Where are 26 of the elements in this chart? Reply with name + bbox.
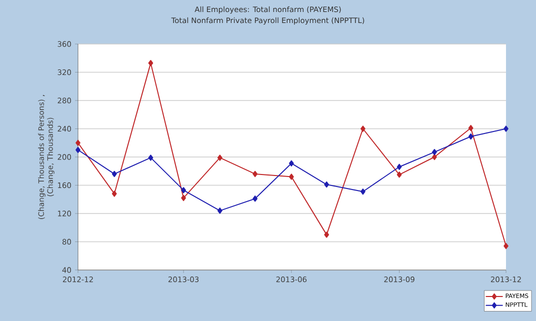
point xyxy=(396,172,402,178)
point xyxy=(181,187,186,194)
point xyxy=(468,124,474,132)
point xyxy=(252,170,258,178)
point xyxy=(504,126,508,132)
point xyxy=(324,181,330,188)
point xyxy=(396,164,402,170)
point xyxy=(148,60,154,66)
point xyxy=(252,196,258,202)
point xyxy=(217,208,222,214)
point xyxy=(148,154,154,161)
point xyxy=(76,140,80,146)
point xyxy=(217,154,222,161)
point xyxy=(504,242,508,250)
point xyxy=(468,133,474,140)
point xyxy=(112,170,117,178)
point xyxy=(288,174,294,180)
point xyxy=(432,148,437,156)
point xyxy=(112,190,117,197)
point xyxy=(181,194,186,202)
point xyxy=(360,126,366,132)
point xyxy=(324,232,330,238)
point xyxy=(288,160,294,166)
point xyxy=(76,146,80,154)
point xyxy=(360,188,366,195)
point xyxy=(432,154,437,160)
